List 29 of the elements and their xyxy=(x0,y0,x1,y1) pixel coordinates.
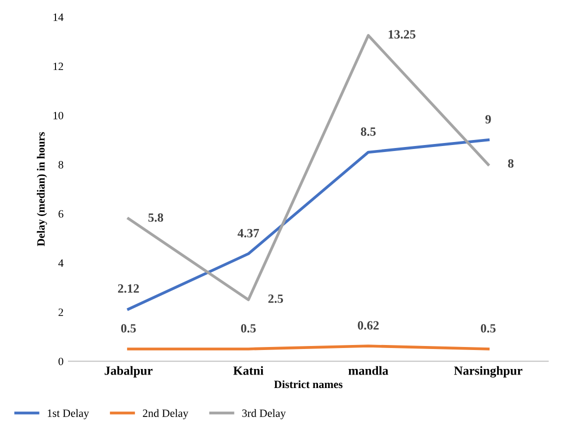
data-label: 2.5 xyxy=(268,294,283,303)
legend-label: 1st Delay xyxy=(48,409,90,420)
data-label: 8.5 xyxy=(360,127,376,136)
y-tick-label: 14 xyxy=(54,14,64,21)
data-label: 0.5 xyxy=(241,324,256,333)
y-tick-label: 8 xyxy=(58,161,64,168)
y-tick-label: 6 xyxy=(58,210,64,218)
x-tick-label: Jabalpur xyxy=(104,366,153,378)
y-tick-label: 12 xyxy=(54,62,64,70)
data-label: 2.12 xyxy=(118,284,139,293)
y-axis-title: Delay (median) in hours xyxy=(36,132,47,246)
data-label: 5.8 xyxy=(148,213,164,222)
data-label: 0.5 xyxy=(121,324,136,333)
data-label: 0.62 xyxy=(358,321,379,330)
x-tick-label: Narsinghpur xyxy=(454,366,522,378)
y-tick-label: 0 xyxy=(58,358,64,366)
y-tick-label: 2 xyxy=(58,308,64,316)
y-tick-label: 4 xyxy=(58,259,64,267)
legend-label: 3rd Delay xyxy=(242,409,286,420)
legend-label: 2nd Delay xyxy=(142,409,188,420)
data-label: 0.5 xyxy=(480,324,496,333)
data-label: 4.37 xyxy=(238,228,260,238)
data-label: 13.25 xyxy=(388,30,416,39)
data-label: 9 xyxy=(485,115,491,124)
y-tick-label: 10 xyxy=(54,112,64,120)
x-tick-label: mandla xyxy=(348,366,388,375)
x-tick-label: Katni xyxy=(233,366,264,375)
data-label: 8 xyxy=(508,159,514,168)
x-axis-title: District names xyxy=(274,380,342,388)
